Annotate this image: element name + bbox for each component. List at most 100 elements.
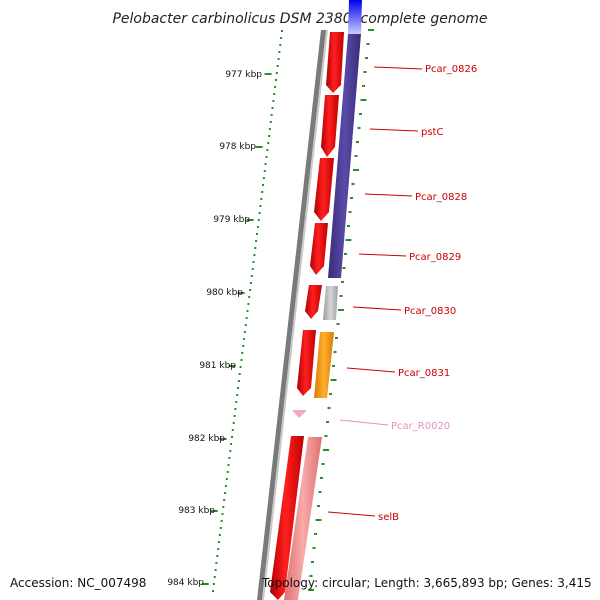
gray-feature[interactable] — [323, 286, 338, 320]
gene-arrow-pcar-0831[interactable] — [297, 330, 316, 396]
ruler-dot — [223, 499, 226, 501]
ruler-dot — [257, 219, 260, 221]
ruler-dot — [222, 506, 225, 508]
ruler-dot — [267, 142, 270, 144]
ruler-label-980: 980 kbp — [206, 288, 243, 298]
leader-line — [373, 66, 423, 70]
ruler-dot — [254, 247, 257, 249]
ruler-dot — [238, 373, 241, 375]
ruler-label-977: 977 kbp — [225, 70, 262, 80]
ruler-dot — [224, 492, 227, 494]
ruler-dot — [217, 548, 220, 550]
ruler-dot — [255, 240, 258, 242]
salmon-feature[interactable] — [284, 437, 322, 600]
gene-label-pstc[interactable]: pstC — [421, 127, 443, 138]
ruler-dot — [243, 331, 246, 333]
topology-text: Topology: circular; Length: 3,665,893 bp… — [261, 576, 592, 590]
ruler-dot — [276, 65, 279, 67]
gene-arrow-pcar-0826[interactable] — [326, 32, 344, 93]
ruler-label-981: 981 kbp — [199, 361, 236, 371]
ruler-dot — [220, 520, 223, 522]
ruler-dot — [221, 513, 224, 515]
ruler-dot — [268, 128, 271, 130]
ruler-dot — [262, 177, 265, 179]
ruler-dot — [261, 191, 264, 193]
gene-label-pcar-0828[interactable]: Pcar_0828 — [415, 192, 467, 203]
gene-label-selb[interactable]: selB — [378, 512, 399, 523]
ruler-dot — [227, 464, 230, 466]
gene-arrow-pcar-0830[interactable] — [305, 285, 322, 319]
ruler-label-982: 982 kbp — [188, 434, 225, 444]
ruler-dot — [269, 121, 272, 123]
ruler-label-978: 978 kbp — [219, 142, 256, 152]
ruler-dot — [218, 541, 220, 543]
gene-label-pcar-0826[interactable]: Pcar_0826 — [425, 64, 477, 75]
ruler-dot — [219, 527, 222, 529]
ruler-dot — [226, 471, 229, 473]
ruler-dot — [236, 394, 239, 396]
ruler-dot — [240, 359, 243, 361]
ruler-dot — [224, 485, 227, 487]
leader-line — [364, 193, 413, 197]
ruler-dot — [243, 338, 246, 340]
ruler-dot — [278, 51, 281, 53]
ruler-dot — [231, 429, 234, 431]
ruler-dot — [239, 366, 242, 368]
ruler-dot — [233, 415, 236, 417]
top-blue-feature[interactable] — [348, 0, 362, 34]
gene-arrow-pstc[interactable] — [321, 95, 339, 157]
ruler-dot — [225, 478, 228, 480]
gene-arrow-pcar-0828[interactable] — [314, 158, 334, 221]
leader-line — [369, 128, 419, 132]
ruler-dot — [265, 156, 268, 158]
gene-arrow-selb[interactable] — [270, 436, 304, 600]
ruler-dot — [249, 282, 252, 284]
leader-line — [358, 253, 407, 257]
ruler-dot — [279, 44, 282, 46]
gene-arrow-pcar-0829[interactable] — [310, 223, 328, 275]
gene-label-pcar-0831[interactable]: Pcar_0831 — [398, 368, 450, 379]
map-title: Pelobacter carbinolicus DSM 2380, comple… — [112, 11, 487, 27]
kbp-ruler — [201, 30, 283, 592]
gene-label-pcar-0829[interactable]: Pcar_0829 — [409, 252, 461, 263]
ruler-dot — [275, 72, 278, 74]
ruler-dot — [232, 422, 235, 424]
ruler-dot — [237, 380, 240, 382]
ruler-label-983: 983 kbp — [178, 506, 215, 516]
ruler-dot — [234, 408, 237, 410]
ruler-dot — [266, 149, 269, 151]
accession-text: Accession: NC_007498 — [10, 576, 146, 590]
gene-label-pcar-0830[interactable]: Pcar_0830 — [404, 306, 456, 317]
outer-tick-ruler — [308, 29, 374, 591]
ruler-dot — [212, 590, 214, 592]
ruler-dot — [262, 184, 264, 186]
gene-label-pcar-r0020[interactable]: Pcar_R0020 — [391, 421, 450, 432]
blast-hit-bar[interactable] — [328, 34, 361, 278]
ruler-dot — [249, 289, 252, 291]
ruler-dot — [263, 170, 266, 172]
rna-feature-pcar-r0020[interactable] — [292, 410, 307, 418]
ruler-dot — [251, 268, 254, 270]
leader-line — [339, 419, 389, 426]
leader-line — [327, 511, 376, 517]
orange-feature[interactable] — [314, 332, 334, 398]
ruler-dot — [253, 254, 256, 256]
ruler-dot — [272, 100, 275, 102]
ruler-dot — [244, 324, 247, 326]
ruler-dot — [256, 233, 258, 235]
ruler-dot — [281, 30, 283, 32]
ruler-dot — [216, 555, 219, 557]
ruler-dot — [252, 261, 255, 263]
ruler-dot — [218, 534, 221, 536]
ruler-dot — [228, 457, 231, 459]
ruler-dot — [248, 296, 251, 298]
ruler-dot — [246, 310, 249, 312]
gene-labels: Pcar_0826 pstC Pcar_0828 Pcar_0829 Pcar_… — [327, 64, 477, 523]
ruler-dot — [275, 79, 277, 81]
kbp-ruler-labels: 977 kbp 978 kbp 979 kbp 980 kbp 981 kbp … — [167, 70, 262, 588]
leader-line — [352, 306, 402, 311]
ruler-dot — [259, 205, 262, 207]
ruler-dot — [274, 86, 277, 88]
ruler-dot — [268, 135, 271, 137]
